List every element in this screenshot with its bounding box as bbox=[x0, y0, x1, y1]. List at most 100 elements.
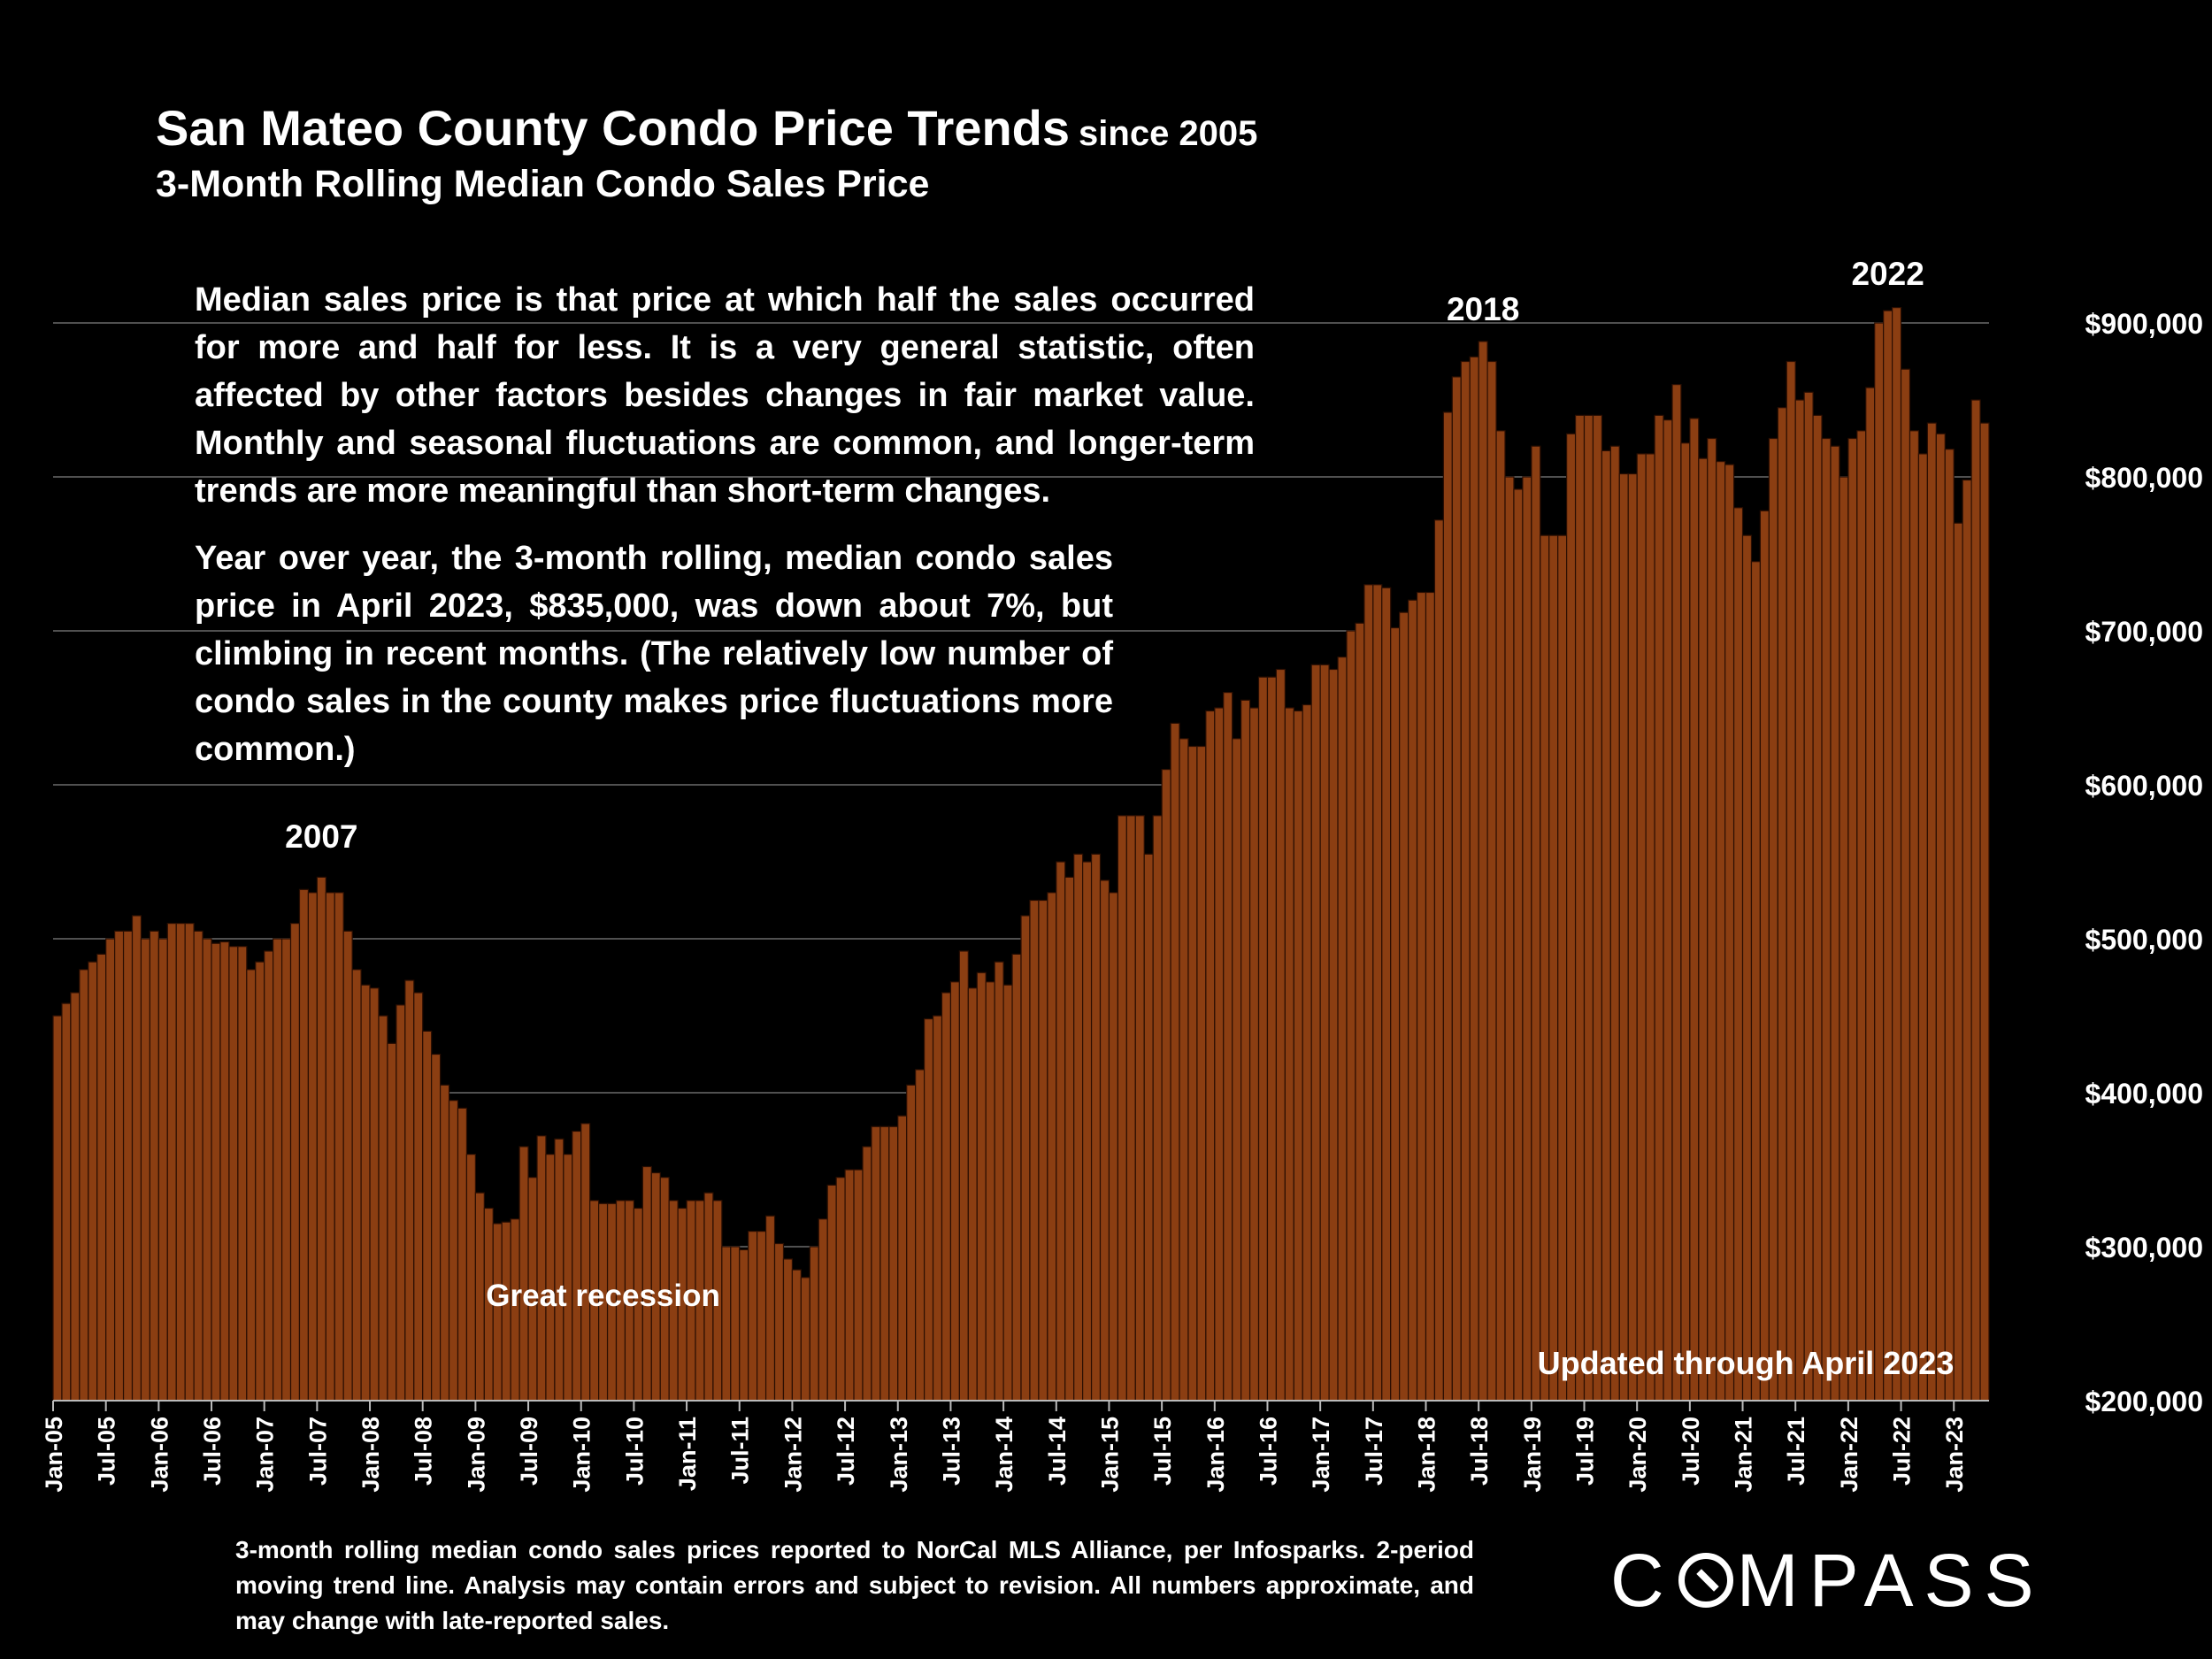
price-bar bbox=[1794, 399, 1805, 1402]
price-bar bbox=[404, 979, 415, 1402]
price-bar bbox=[949, 981, 960, 1402]
price-bar bbox=[1020, 915, 1031, 1402]
price-bar bbox=[853, 1169, 864, 1402]
price-bar bbox=[307, 892, 318, 1402]
price-bar bbox=[1856, 430, 1867, 1402]
price-bar bbox=[1240, 699, 1251, 1402]
price-bar bbox=[1328, 668, 1339, 1402]
year-over-year-note: Year over year, the 3-month rolling, med… bbox=[195, 540, 1113, 768]
price-bar bbox=[835, 1177, 846, 1402]
x-tick-label: Jan-17 bbox=[1308, 1417, 1334, 1493]
price-bar bbox=[1064, 876, 1075, 1402]
x-tick-label: Jan-20 bbox=[1624, 1417, 1651, 1493]
price-bar bbox=[1680, 442, 1691, 1402]
price-bar bbox=[1627, 472, 1638, 1402]
price-bar bbox=[1232, 738, 1242, 1402]
price-bar bbox=[1214, 707, 1225, 1402]
price-bar bbox=[193, 930, 204, 1402]
price-bar bbox=[1970, 399, 1981, 1402]
price-bar bbox=[378, 1015, 388, 1402]
x-tick-label: Jul-05 bbox=[94, 1417, 120, 1486]
x-tick-label: Jul-21 bbox=[1783, 1417, 1809, 1486]
price-bar bbox=[211, 942, 221, 1402]
price-bar bbox=[764, 1215, 776, 1402]
price-bar bbox=[298, 888, 310, 1402]
y-tick-label: $600,000 bbox=[2085, 770, 2203, 802]
price-bar bbox=[1038, 899, 1048, 1402]
price-bar bbox=[1143, 853, 1154, 1402]
x-tick-label: Jul-20 bbox=[1678, 1417, 1704, 1486]
price-bar bbox=[1099, 879, 1110, 1402]
year-annotation: 2022 bbox=[1851, 256, 1924, 292]
price-bar bbox=[1390, 626, 1401, 1402]
x-tick-label: Jul-10 bbox=[621, 1417, 648, 1486]
price-bar bbox=[52, 1015, 63, 1402]
price-bar bbox=[1293, 710, 1303, 1402]
price-bar bbox=[1460, 360, 1471, 1402]
price-bar bbox=[1372, 584, 1383, 1402]
price-bar bbox=[563, 1153, 573, 1402]
price-bar bbox=[114, 930, 125, 1402]
x-tick-label: Jan-05 bbox=[41, 1417, 67, 1493]
x-tick-label: Jul-09 bbox=[516, 1417, 542, 1486]
price-bar bbox=[1381, 587, 1392, 1402]
price-bar bbox=[175, 922, 186, 1402]
price-bar bbox=[422, 1030, 433, 1402]
x-tick-label: Jul-15 bbox=[1149, 1417, 1176, 1486]
price-bar bbox=[871, 1125, 881, 1402]
price-bar bbox=[1442, 411, 1453, 1402]
recession-annotation: Great recession bbox=[486, 1279, 720, 1313]
price-bar bbox=[122, 930, 134, 1402]
price-bar bbox=[1548, 534, 1559, 1402]
price-bar bbox=[1056, 861, 1066, 1402]
price-bar bbox=[1609, 445, 1620, 1402]
price-bar bbox=[1777, 407, 1787, 1402]
price-bar bbox=[1504, 476, 1515, 1402]
price-bar bbox=[1319, 664, 1330, 1402]
price-bar bbox=[1248, 707, 1260, 1402]
price-bar bbox=[1830, 445, 1840, 1402]
price-bar bbox=[923, 1018, 934, 1402]
price-bar bbox=[730, 1246, 741, 1402]
price-bar bbox=[572, 1130, 582, 1402]
price-bar bbox=[1750, 561, 1762, 1402]
price-bar bbox=[906, 1084, 917, 1402]
x-tick-label: Jan-09 bbox=[463, 1417, 489, 1493]
price-bar bbox=[360, 984, 371, 1402]
price-bar bbox=[580, 1123, 591, 1402]
price-bar bbox=[1302, 703, 1312, 1402]
price-bar bbox=[1257, 676, 1269, 1402]
price-bar bbox=[1601, 449, 1611, 1402]
price-bar bbox=[1944, 449, 1955, 1402]
price-bar bbox=[1821, 437, 1832, 1402]
price-bar bbox=[457, 1107, 468, 1402]
price-bar bbox=[773, 1242, 785, 1402]
x-tick-label: Jan-21 bbox=[1731, 1417, 1757, 1493]
x-tick-label: Jan-23 bbox=[1941, 1417, 1968, 1493]
year-annotation: 2018 bbox=[1447, 291, 1519, 327]
price-bar bbox=[1399, 611, 1409, 1402]
y-tick-label: $700,000 bbox=[2085, 616, 2203, 648]
price-bar bbox=[1707, 437, 1717, 1402]
price-bar bbox=[1531, 445, 1541, 1402]
price-bar bbox=[396, 1004, 406, 1402]
price-bar bbox=[237, 946, 248, 1402]
median-explanation-note: Median sales price is that price at whic… bbox=[195, 281, 1255, 510]
price-bar bbox=[976, 972, 987, 1402]
price-bar bbox=[1029, 899, 1040, 1402]
source-footnote: 3-month rolling median condo sales price… bbox=[235, 1536, 1474, 1634]
x-tick-label: Jan-10 bbox=[569, 1417, 595, 1493]
price-bar bbox=[342, 930, 353, 1402]
price-bar bbox=[334, 892, 344, 1402]
price-bar bbox=[826, 1184, 837, 1402]
price-bar bbox=[1266, 676, 1278, 1402]
price-bar bbox=[554, 1138, 565, 1402]
y-tick-label: $300,000 bbox=[2085, 1232, 2203, 1263]
price-bar bbox=[1909, 430, 1920, 1402]
price-bar bbox=[1082, 861, 1093, 1402]
y-tick-label: $800,000 bbox=[2085, 462, 2203, 494]
price-bar bbox=[1953, 522, 1963, 1402]
price-bar bbox=[1935, 433, 1946, 1402]
x-tick-label: Jul-07 bbox=[304, 1417, 331, 1486]
price-bar bbox=[739, 1248, 749, 1402]
